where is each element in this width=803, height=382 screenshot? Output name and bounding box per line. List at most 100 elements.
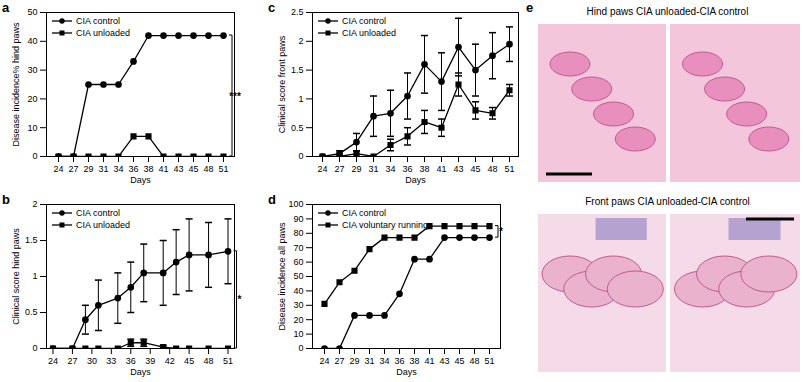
svg-text:27: 27 [68,164,78,174]
svg-text:1: 1 [298,94,303,104]
svg-text:31: 31 [364,356,374,366]
svg-text:34: 34 [379,356,389,366]
svg-text:45: 45 [454,356,464,366]
svg-text:24: 24 [48,356,58,366]
svg-text:10: 10 [293,329,303,339]
svg-text:0.5: 0.5 [25,307,38,317]
html-text:d: d [268,192,276,207]
svg-text:45: 45 [188,164,198,174]
svg-text:24: 24 [317,164,327,174]
svg-text:43: 43 [439,356,449,366]
svg-text:36: 36 [126,356,136,366]
svg-text:45: 45 [184,356,194,366]
svg-text:20: 20 [293,315,303,325]
svg-text:*: * [238,294,242,305]
svg-text:31: 31 [368,164,378,174]
html-text:Front paws CIA unloaded-CIA co: Front paws CIA unloaded-CIA control [585,196,750,207]
svg-text:42: 42 [165,356,175,366]
html-text:CIA control: CIA control [342,16,386,26]
svg-text:33: 33 [106,356,116,366]
svg-text:40: 40 [27,36,37,46]
svg-text:51: 51 [484,356,494,366]
svg-text:29: 29 [351,164,361,174]
svg-text:0: 0 [298,151,303,161]
svg-text:50: 50 [27,7,37,17]
svg-text:38: 38 [419,164,429,174]
svg-text:1: 1 [32,271,37,281]
svg-text:Disease incidence% hind paws: Disease incidence% hind paws [11,22,21,147]
svg-text:43: 43 [173,164,183,174]
html-text:e: e [526,0,534,15]
html-text:Hind paws CIA unloaded-CIA con: Hind paws CIA unloaded-CIA control [586,6,749,17]
svg-text:0: 0 [32,151,37,161]
svg-text:30: 30 [27,65,37,75]
svg-text:27: 27 [334,164,344,174]
svg-text:0: 0 [32,343,37,353]
svg-text:27: 27 [334,356,344,366]
svg-text:90: 90 [293,214,303,224]
svg-text:39: 39 [145,356,155,366]
svg-text:20: 20 [27,94,37,104]
html-text:CIA control: CIA control [76,208,120,218]
svg-text:36: 36 [394,356,404,366]
svg-text:48: 48 [204,356,214,366]
svg-text:0: 0 [298,343,303,353]
html-text:b: b [2,192,10,207]
svg-text:34: 34 [113,164,123,174]
svg-text:1.5: 1.5 [291,65,304,75]
svg-text:Disease incidence all paws: Disease incidence all paws [277,222,287,331]
svg-text:10: 10 [27,123,37,133]
svg-text:45: 45 [470,164,480,174]
svg-text:51: 51 [223,356,233,366]
svg-text:***: *** [229,91,241,102]
svg-text:2.5: 2.5 [291,7,304,17]
svg-text:*: * [499,226,503,237]
svg-text:Clinical score hind paws: Clinical score hind paws [11,228,21,325]
svg-text:38: 38 [409,356,419,366]
html-text:a: a [2,0,10,15]
svg-text:70: 70 [293,243,303,253]
svg-text:100: 100 [288,199,303,209]
svg-text:40: 40 [293,286,303,296]
svg-text:60: 60 [293,257,303,267]
svg-text:29: 29 [83,164,93,174]
html-text:CIA control: CIA control [342,208,386,218]
svg-text:27: 27 [67,356,77,366]
html-text:CIA voluntary running: CIA voluntary running [342,220,429,230]
svg-text:30: 30 [293,300,303,310]
svg-text:48: 48 [469,356,479,366]
html-text:CIA unloaded: CIA unloaded [76,28,130,38]
html-text:CIA control: CIA control [76,16,120,26]
html-text:c: c [268,0,276,15]
svg-text:51: 51 [218,164,228,174]
svg-text:34: 34 [385,164,395,174]
svg-text:Clinical score front paws: Clinical score front paws [277,35,287,133]
svg-text:2: 2 [32,199,37,209]
svg-text:29: 29 [349,356,359,366]
svg-text:36: 36 [402,164,412,174]
svg-text:0.5: 0.5 [291,123,304,133]
html-text:CIA unloaded: CIA unloaded [76,220,130,230]
svg-text:80: 80 [293,228,303,238]
svg-text:24: 24 [319,356,329,366]
svg-text:41: 41 [158,164,168,174]
svg-text:Days: Days [130,367,151,377]
svg-text:48: 48 [203,164,213,174]
svg-text:51: 51 [504,164,514,174]
svg-text:50: 50 [293,271,303,281]
svg-text:Days: Days [396,367,417,377]
html-text:CIA unloaded: CIA unloaded [342,28,396,38]
svg-text:Days: Days [405,175,426,185]
svg-text:41: 41 [424,356,434,366]
svg-text:36: 36 [128,164,138,174]
svg-text:41: 41 [436,164,446,174]
svg-text:43: 43 [453,164,463,174]
svg-text:24: 24 [53,164,63,174]
svg-text:38: 38 [143,164,153,174]
svg-text:48: 48 [487,164,497,174]
svg-text:30: 30 [87,356,97,366]
svg-text:1.5: 1.5 [25,235,38,245]
svg-text:2: 2 [298,36,303,46]
svg-text:31: 31 [98,164,108,174]
svg-text:Days: Days [130,175,151,185]
